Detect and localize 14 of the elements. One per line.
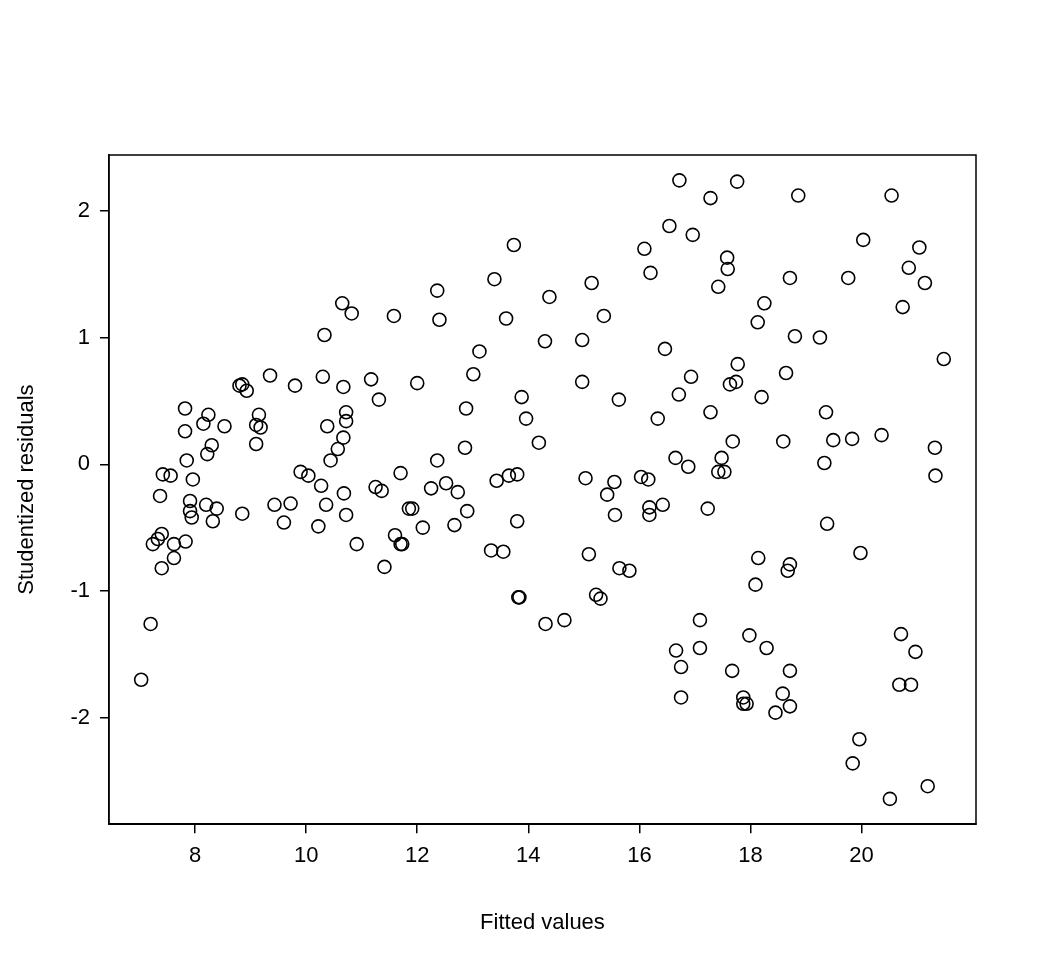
x-tick-label: 16 xyxy=(627,842,652,868)
x-tick-label: 14 xyxy=(516,842,541,868)
x-tick-label: 20 xyxy=(849,842,874,868)
y-tick-label: 0 xyxy=(77,450,90,476)
x-tick-label: 18 xyxy=(738,842,763,868)
x-tick-label: 8 xyxy=(188,842,202,868)
y-tick-label: -1 xyxy=(70,577,90,603)
y-tick-label: -2 xyxy=(70,703,90,729)
x-axis-title: Fitted values xyxy=(480,908,605,934)
y-tick-label: 1 xyxy=(77,323,90,349)
x-tick-label: 10 xyxy=(293,842,319,868)
x-tick-label: 12 xyxy=(404,842,430,868)
y-axis-title: Studentized residuals xyxy=(13,384,39,595)
y-tick-label: 2 xyxy=(77,196,90,222)
